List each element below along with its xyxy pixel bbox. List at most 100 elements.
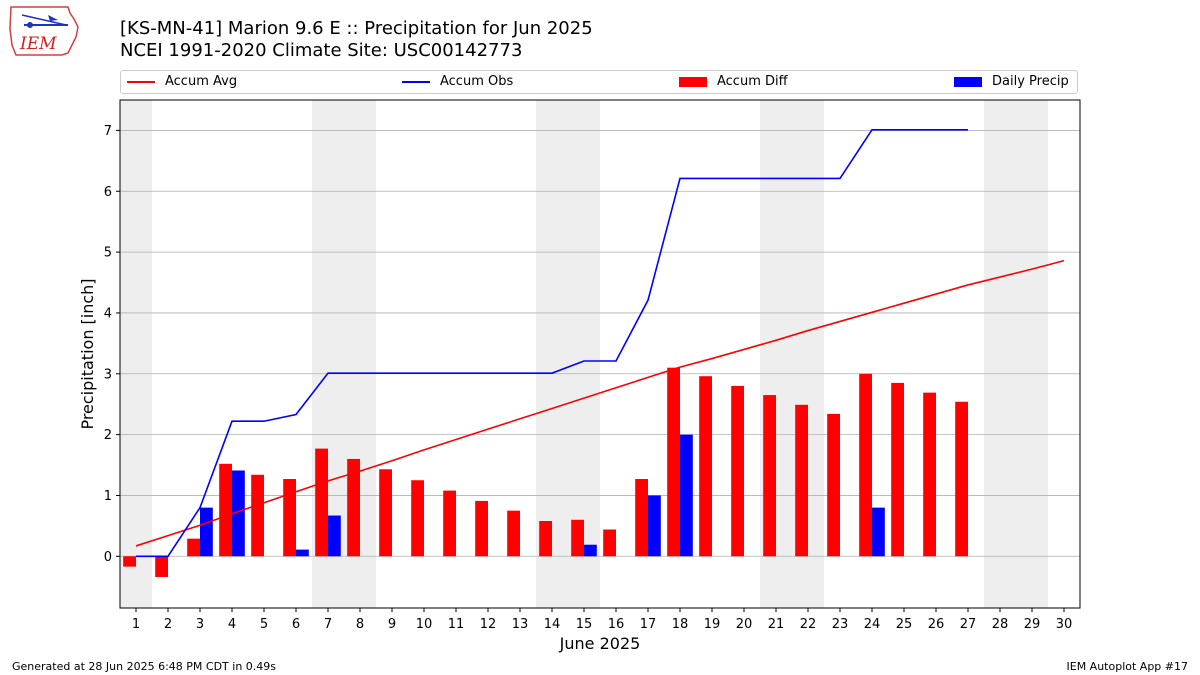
accum-diff-bar-2 — [155, 556, 168, 577]
daily-precip-bar-7 — [328, 515, 341, 557]
daily-precip-bar-24 — [872, 507, 885, 557]
accum-diff-bar-11 — [443, 490, 456, 557]
generated-timestamp: Generated at 28 Jun 2025 6:48 PM CDT in … — [12, 660, 277, 673]
accum-diff-bar-18 — [667, 367, 680, 557]
x-tick-label-26: 26 — [928, 617, 945, 632]
accum-diff-bar-24 — [859, 373, 872, 557]
y-tick-label-5: 5 — [104, 246, 112, 261]
x-tick-label-6: 6 — [292, 617, 300, 632]
x-tick-label-27: 27 — [960, 617, 977, 632]
x-axis-label: June 2025 — [559, 634, 641, 653]
x-tick-label-11: 11 — [448, 617, 465, 632]
accum-diff-bar-9 — [379, 469, 392, 557]
legend-item-accum-diff: Accum Diff — [679, 74, 788, 90]
x-tick-label-16: 16 — [608, 617, 625, 632]
legend-label-daily-precip: Daily Precip — [992, 74, 1069, 89]
daily-precip-bar-15 — [584, 544, 597, 557]
x-tick-label-15: 15 — [576, 617, 593, 632]
accum-avg-line — [135, 259, 1065, 547]
daily-precip-bar-4 — [232, 470, 245, 557]
accum-diff-bar-1 — [123, 556, 136, 567]
accum-diff-bar-26 — [923, 392, 936, 557]
accum-diff-bar-25 — [891, 382, 904, 557]
x-tick-label-8: 8 — [356, 617, 364, 632]
x-tick-label-12: 12 — [480, 617, 497, 632]
iem-logo: IEM — [8, 5, 80, 59]
x-tick-label-2: 2 — [164, 617, 172, 632]
app-label: IEM Autoplot App #17 — [1066, 660, 1189, 673]
chart-title: [KS-MN-41] Marion 9.6 E :: Precipitation… — [120, 18, 593, 62]
x-tick-label-19: 19 — [704, 617, 721, 632]
y-tick-label-4: 4 — [104, 306, 112, 321]
x-tick-label-24: 24 — [864, 617, 881, 632]
daily-precip-bar-17 — [648, 495, 661, 557]
legend-label-accum-obs: Accum Obs — [440, 74, 514, 89]
y-tick-label-0: 0 — [104, 550, 112, 565]
svg-text:IEM: IEM — [19, 34, 57, 54]
x-tick-label-14: 14 — [544, 617, 561, 632]
x-tick-label-9: 9 — [388, 617, 396, 632]
accum-diff-bar-3 — [187, 538, 200, 557]
y-tick-label-3: 3 — [104, 367, 112, 382]
title-line-1: [KS-MN-41] Marion 9.6 E :: Precipitation… — [120, 18, 593, 39]
accum-diff-bar-8 — [347, 458, 360, 557]
accum-diff-bar-16 — [603, 529, 616, 557]
daily-precip-bar-3 — [200, 507, 213, 557]
x-tick-label-25: 25 — [896, 617, 913, 632]
x-tick-label-10: 10 — [416, 617, 433, 632]
legend-swatch-daily-precip — [954, 77, 982, 87]
y-tick-label-1: 1 — [104, 489, 112, 504]
accum-diff-bar-17 — [635, 479, 648, 557]
x-tick-label-3: 3 — [196, 617, 204, 632]
accum-diff-bar-21 — [763, 395, 776, 557]
x-tick-label-20: 20 — [736, 617, 753, 632]
title-line-2: NCEI 1991-2020 Climate Site: USC00142773 — [120, 40, 523, 61]
legend-label-accum-avg: Accum Avg — [165, 74, 238, 89]
x-tick-label-21: 21 — [768, 617, 785, 632]
accum-diff-bar-6 — [283, 479, 296, 557]
accum-diff-bar-19 — [699, 376, 712, 557]
x-tick-label-13: 13 — [512, 617, 529, 632]
plot-frame — [119, 99, 1081, 609]
x-tick-label-23: 23 — [832, 617, 849, 632]
y-tick-label-2: 2 — [104, 428, 112, 443]
x-tick-label-29: 29 — [1024, 617, 1041, 632]
legend-swatch-accum-avg — [127, 81, 155, 83]
x-tick-label-28: 28 — [992, 617, 1009, 632]
x-tick-label-18: 18 — [672, 617, 689, 632]
x-tick-label-30: 30 — [1056, 617, 1073, 632]
accum-diff-bar-20 — [731, 385, 744, 557]
accum-diff-bar-10 — [411, 480, 424, 557]
legend-swatch-accum-diff — [679, 77, 707, 87]
accum-diff-bar-4 — [219, 463, 232, 557]
y-axis-label: Precipitation [inch] — [78, 278, 97, 429]
accum-diff-bar-22 — [795, 404, 808, 557]
daily-precip-bar-18 — [680, 434, 693, 557]
legend: Accum Avg Accum Obs Accum Diff Daily Pre… — [120, 70, 1078, 94]
x-tick-label-17: 17 — [640, 617, 657, 632]
y-tick-label-6: 6 — [104, 185, 112, 200]
accum-diff-bar-23 — [827, 413, 840, 557]
x-tick-label-22: 22 — [800, 617, 817, 632]
accum-obs-line — [136, 129, 968, 558]
y-tick-label-7: 7 — [104, 124, 112, 139]
legend-item-accum-obs: Accum Obs — [402, 74, 513, 90]
accum-diff-bar-27 — [955, 401, 968, 557]
daily-precip-bar-6 — [296, 549, 309, 557]
legend-swatch-accum-obs — [402, 81, 430, 83]
accum-diff-bar-5 — [251, 474, 264, 557]
weekend-shade-0 — [120, 100, 152, 608]
legend-item-daily-precip: Daily Precip — [954, 74, 1069, 90]
legend-label-accum-diff: Accum Diff — [717, 74, 788, 89]
x-tick-label-1: 1 — [132, 617, 140, 632]
accum-diff-bar-12 — [475, 500, 488, 557]
x-tick-label-5: 5 — [260, 617, 268, 632]
accum-diff-bar-15 — [571, 519, 584, 557]
x-tick-label-4: 4 — [228, 617, 236, 632]
x-tick-label-7: 7 — [324, 617, 332, 632]
accum-diff-bar-13 — [507, 510, 520, 557]
accum-diff-bar-14 — [539, 521, 552, 557]
weekend-shade-4 — [984, 100, 1048, 608]
accum-diff-bar-7 — [315, 448, 328, 557]
